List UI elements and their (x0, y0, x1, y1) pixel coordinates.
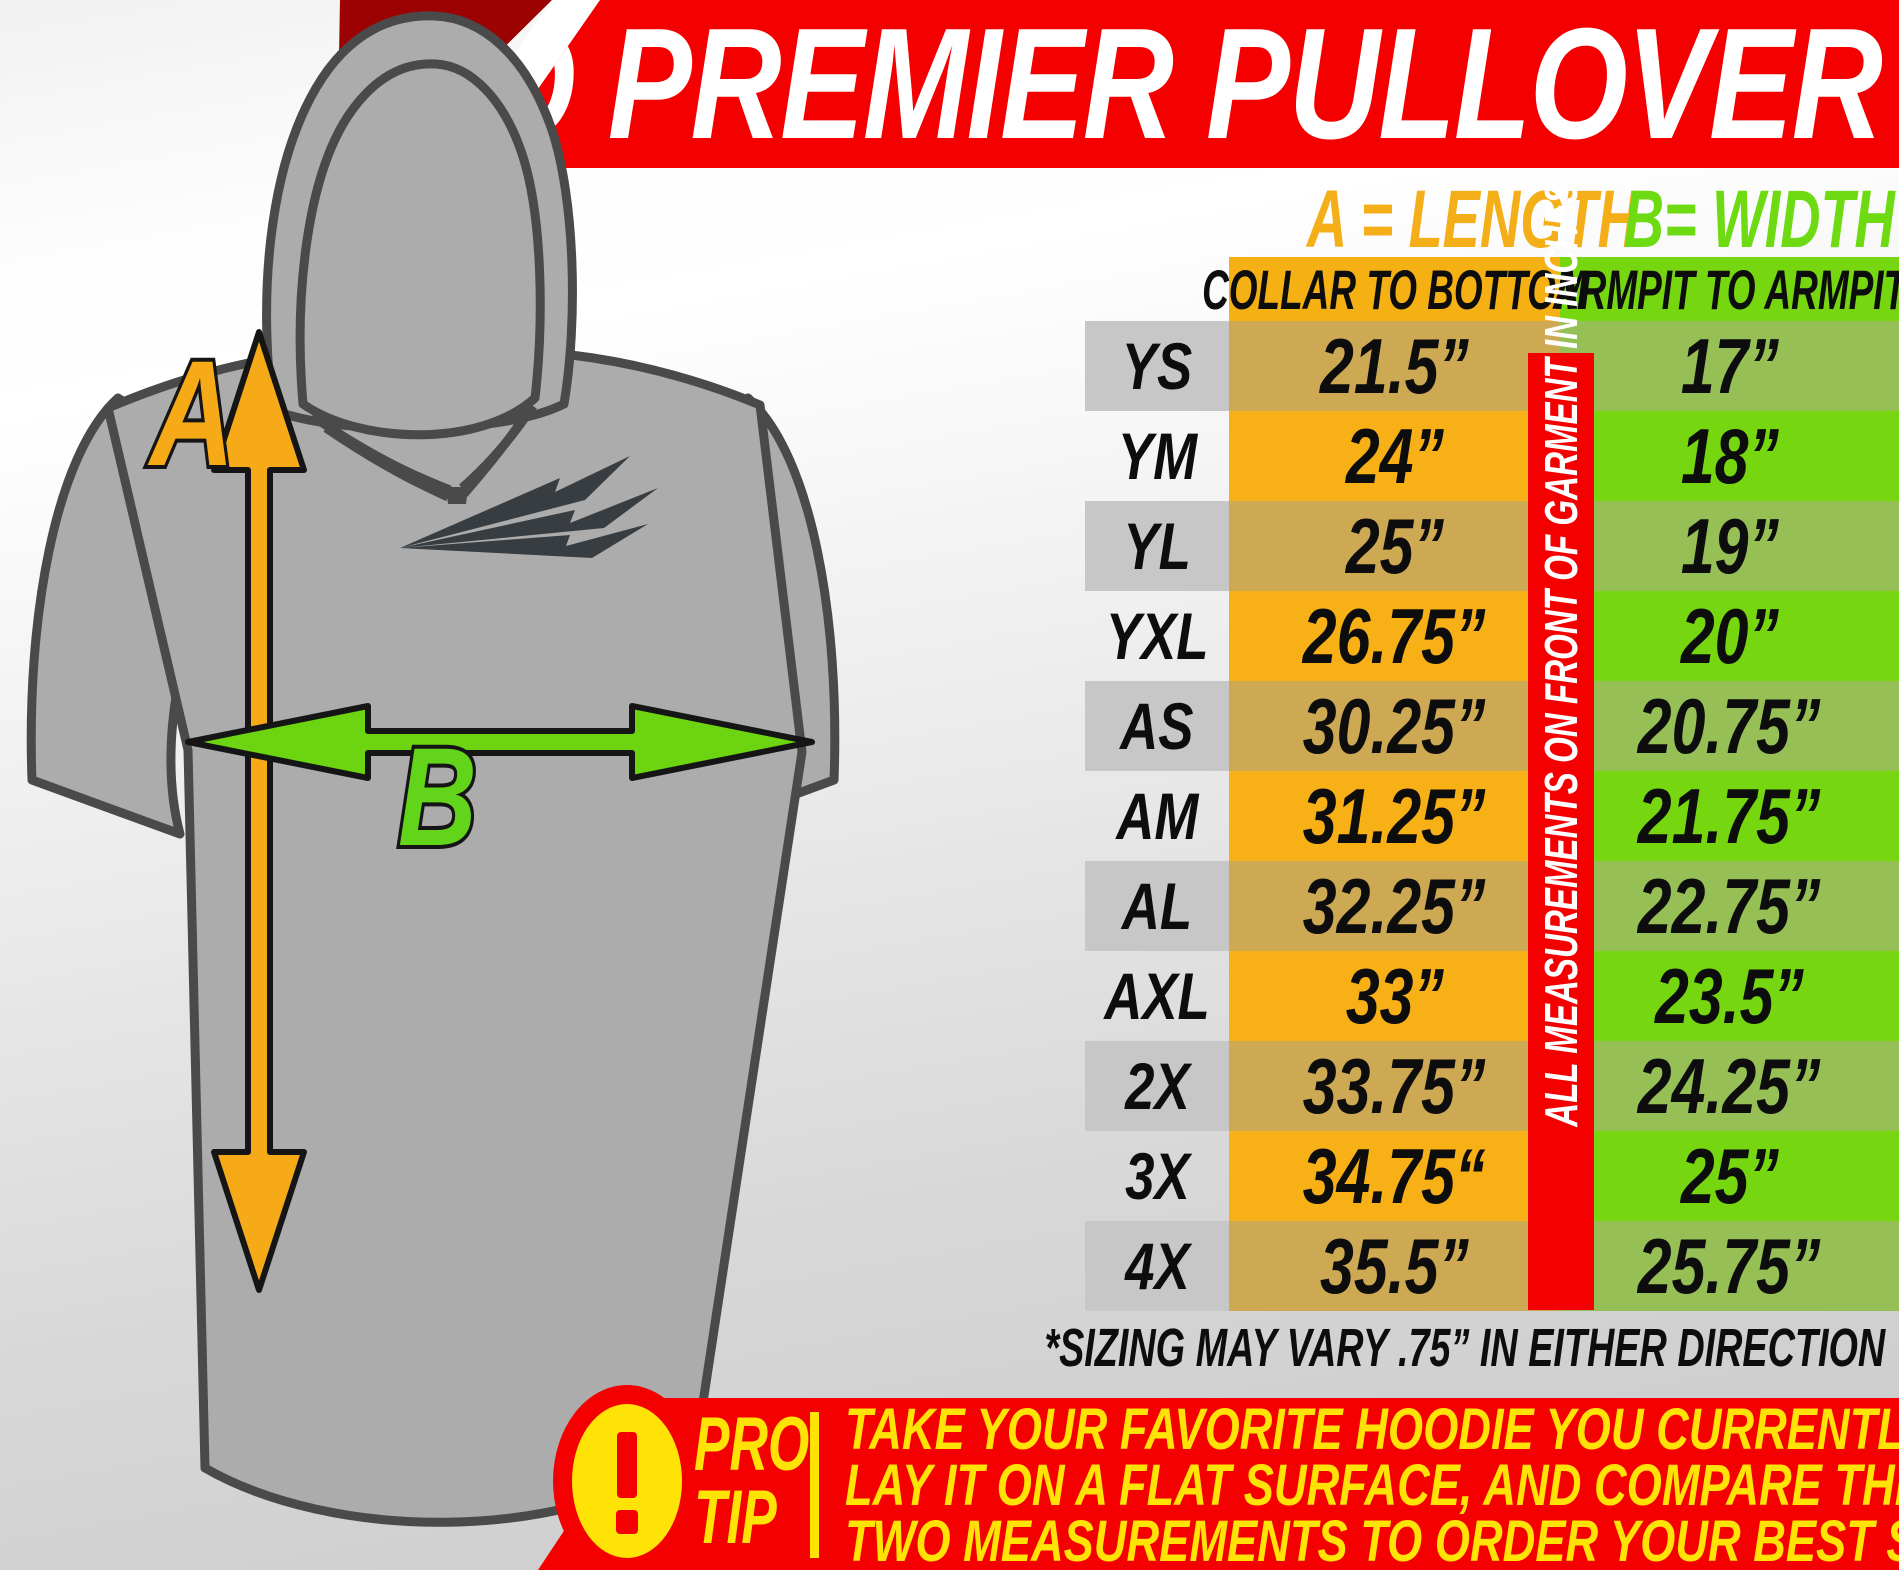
size-label: YM (1117, 419, 1197, 493)
table-row: YXL 26.75” 20” (1085, 591, 1899, 681)
length-value: 25” (1229, 501, 1560, 591)
pro-tip-banner (538, 1398, 1899, 1570)
width-value: 23.5” (1560, 951, 1899, 1041)
table-row: 4X 35.5” 25.75” (1085, 1221, 1899, 1311)
length-value: 21.5” (1229, 321, 1560, 411)
width-value: 25.75” (1560, 1221, 1899, 1311)
width-arrow-label: B (398, 718, 477, 875)
table-row: AS 30.25” 20.75” (1085, 681, 1899, 771)
measurement-note: ALL MEASUREMENTS ON FRONT OF GARMENT IN … (1535, 181, 1587, 1127)
pro-tip-label: PRO TIP (694, 1402, 810, 1560)
table-row: YS 21.5” 17” (1085, 321, 1899, 411)
pro-tip-line: LAY IT ON A FLAT SURFACE, AND COMPARE TH… (845, 1453, 1899, 1518)
measurement-note-ribbon: ALL MEASUREMENTS ON FRONT OF GARMENT IN … (1528, 181, 1594, 1310)
length-value: 24” (1229, 411, 1560, 501)
pro-tip-divider (810, 1412, 819, 1558)
legend-width: B= WIDTH (1623, 174, 1895, 265)
length-arrow-label: A (147, 329, 234, 497)
table-row: AL 32.25” 22.75” (1085, 861, 1899, 951)
hood-opening (295, 59, 545, 440)
width-value: 20” (1560, 591, 1899, 681)
size-label: 3X (1124, 1139, 1190, 1213)
size-label: AS (1085, 681, 1229, 771)
length-value: 33.75” (1229, 1041, 1560, 1131)
size-label: AXL (1104, 959, 1210, 1033)
title-banner: PRO PREMIER PULLOVER (304, 0, 1899, 172)
length-value: 32.25” (1229, 861, 1560, 951)
size-table: COLLAR TO BOTTOM ARMPIT TO ARMPIT YS 21.… (1085, 257, 1899, 1311)
length-value: 35.5” (1229, 1221, 1560, 1311)
size-label: AM (1115, 779, 1199, 853)
size-table-body: YS 21.5” 17” YM 24” 18” YL 25” 19” YXL 2… (1085, 321, 1899, 1311)
column-header-width: ARMPIT TO ARMPIT (1552, 257, 1899, 321)
size-label: 4X (1085, 1221, 1229, 1311)
width-value: 17” (1560, 321, 1899, 411)
width-value: 24.25” (1560, 1041, 1899, 1131)
exclamation-icon (572, 1404, 682, 1558)
length-arrow-icon (211, 329, 307, 1293)
column-header-length: COLLAR TO BOTTOM (1202, 257, 1587, 321)
width-value: 20.75” (1560, 681, 1899, 771)
legend-length: A = LENGTH (1306, 174, 1638, 265)
length-value: 30.25” (1229, 681, 1560, 771)
length-value: 34.75“ (1229, 1131, 1560, 1221)
width-arrow-icon (185, 703, 815, 781)
pro-tip-line: TWO MEASUREMENTS TO ORDER YOUR BEST SIZE… (845, 1509, 1899, 1570)
size-label: YL (1085, 501, 1229, 591)
width-value: 18” (1560, 411, 1899, 501)
size-label: YS (1085, 321, 1229, 411)
page-title: PRO PREMIER PULLOVER (304, 0, 1883, 172)
table-row: AXL 33” 23.5” (1085, 951, 1899, 1041)
hoodie-illustration: A B (26, 11, 840, 1527)
table-header: COLLAR TO BOTTOM ARMPIT TO ARMPIT (1202, 257, 1899, 321)
table-row: YL 25” 19” (1085, 501, 1899, 591)
width-value: 22.75” (1560, 861, 1899, 951)
width-value: 21.75” (1560, 771, 1899, 861)
pro-tip-line: TAKE YOUR FAVORITE HOODIE YOU CURRENTLY … (845, 1397, 1899, 1462)
sizing-footnote: *SIZING MAY VARY .75” IN EITHER DIRECTIO… (1044, 1318, 1885, 1378)
table-row: 2X 33.75” 24.25” (1085, 1041, 1899, 1131)
size-label: YXL (1105, 599, 1209, 673)
width-value: 19” (1560, 501, 1899, 591)
legend-row: A = LENGTH B= WIDTH (0, 174, 1899, 265)
length-value: 26.75” (1229, 591, 1560, 681)
length-value: 33” (1229, 951, 1560, 1041)
size-label: AL (1085, 861, 1229, 951)
size-label: 2X (1085, 1041, 1229, 1131)
width-value: 25” (1560, 1131, 1899, 1221)
table-row: YM 24” 18” (1085, 411, 1899, 501)
table-row: 3X 34.75“ 25” (1085, 1131, 1899, 1221)
table-row: AM 31.25” 21.75” (1085, 771, 1899, 861)
pro-tip-text: TAKE YOUR FAVORITE HOODIE YOU CURRENTLY … (845, 1397, 1899, 1570)
length-value: 31.25” (1229, 771, 1560, 861)
brand-logo-icon (400, 456, 658, 558)
